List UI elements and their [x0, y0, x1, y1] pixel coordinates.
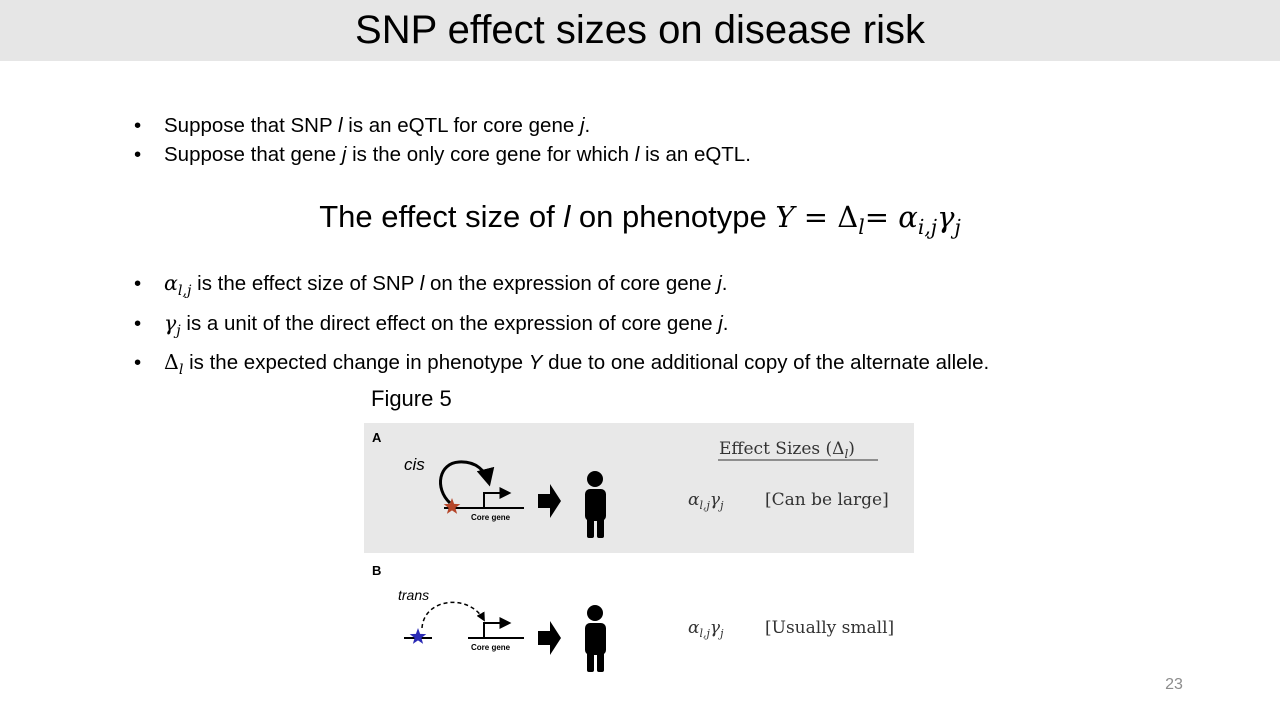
cis-label: cis: [404, 455, 425, 474]
bullet-item: γj is a unit of the direct effect on the…: [134, 308, 989, 348]
intro-bullets: Suppose that SNP l is an eQTL for core g…: [134, 111, 751, 169]
trans-star-icon: [409, 628, 427, 644]
panel-a-formula: αl,jγj: [688, 490, 724, 512]
panel-a-letter: A: [372, 430, 382, 445]
promoter-arrow: [483, 487, 512, 508]
person-icon: [585, 605, 606, 672]
bullet-item: αl,j is the effect size of SNP l on the …: [134, 268, 989, 308]
cis-star-icon: [443, 498, 461, 514]
promoter-arrow: [483, 617, 512, 638]
core-gene-label: Core gene: [471, 513, 511, 522]
figure-label: Figure 5: [371, 386, 452, 411]
trans-arrow: [421, 601, 485, 629]
definition-bullets: αl,j is the effect size of SNP l on the …: [134, 268, 989, 387]
panel-a-background: [364, 423, 914, 553]
panel-b-letter: B: [372, 563, 381, 578]
bullet-item: Δl is the expected change in phenotype Y…: [134, 347, 989, 387]
page-number: 23: [1165, 676, 1183, 693]
slide-title: SNP effect sizes on disease risk: [355, 8, 925, 52]
big-arrow-icon: [538, 621, 561, 655]
panel-a-note: [Can be large]: [765, 490, 889, 510]
big-arrow-icon: [538, 484, 561, 518]
bullet-item: Suppose that gene j is the only core gen…: [134, 140, 751, 169]
panel-b-note: [Usually small]: [765, 618, 894, 638]
effect-sizes-header: Effect Sizes (Δl): [719, 439, 855, 461]
person-icon: [585, 471, 606, 538]
effect-size-equation: The effect size of l on phenotype Y = Δl…: [319, 199, 961, 240]
title-bar: [0, 0, 1280, 61]
cis-arrow: [439, 460, 495, 505]
figure-5: A cis Core gene Effect Sizes (Δl) αl,jγj…: [364, 423, 914, 672]
bullet-item: Suppose that SNP l is an eQTL for core g…: [134, 111, 751, 140]
trans-label: trans: [398, 587, 429, 603]
core-gene-label: Core gene: [471, 643, 511, 652]
panel-b-formula: αl,jγj: [688, 618, 724, 640]
